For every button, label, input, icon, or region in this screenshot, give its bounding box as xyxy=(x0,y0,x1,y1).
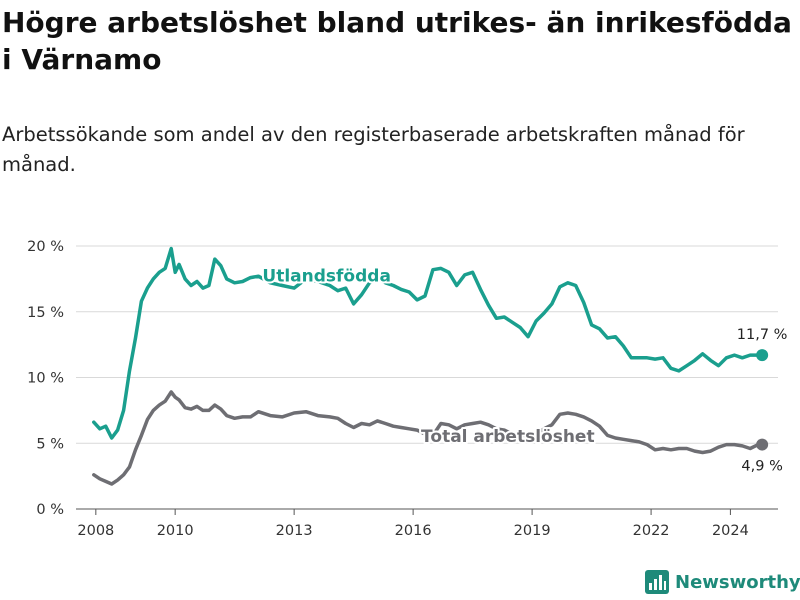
end-value-label: 11,7 % xyxy=(737,327,788,343)
grid-lines xyxy=(76,245,778,444)
series-name-label: Utlandsfödda xyxy=(262,267,391,287)
y-tick-label: 15 % xyxy=(27,305,64,321)
x-tick-label: 2016 xyxy=(395,523,432,539)
end-value-label: 4,9 % xyxy=(741,459,782,475)
x-tick-label: 2024 xyxy=(712,523,749,539)
newsworthy-brand: Newsworthy xyxy=(645,570,800,594)
y-tick-label: 5 % xyxy=(36,436,64,452)
x-tick-label: 2008 xyxy=(77,523,114,539)
series-line xyxy=(92,390,764,486)
x-tick-label: 2013 xyxy=(276,523,313,539)
x-tick-label: 2022 xyxy=(633,523,670,539)
chart-subtitle: Arbetssökande som andel av den registerb… xyxy=(2,123,745,176)
end-point-marker xyxy=(756,349,769,362)
x-tick-label: 2019 xyxy=(514,523,551,539)
series-name-label: Total arbetslöshet xyxy=(421,427,595,447)
end-point-marker xyxy=(756,438,769,451)
series-lines xyxy=(92,246,769,486)
bar-chart-logo-icon xyxy=(645,570,669,594)
series-line xyxy=(92,246,764,440)
y-tick-label: 0 % xyxy=(36,502,64,518)
series-labels: 11,7 % Utlandsfödda 4,9 % Total arbetslöshe… xyxy=(260,265,788,475)
chart-title: Högre arbetslöshet bland utrikes- än inr… xyxy=(2,6,792,76)
x-tick-label: 2010 xyxy=(157,523,194,539)
axes: 0 % 5 % 10 % 15 % 20 % 2008 2010 2013 2016 2019 20… xyxy=(27,239,778,539)
brand-name: Newsworthy xyxy=(675,571,800,593)
y-tick-label: 20 % xyxy=(27,239,64,255)
y-tick-label: 10 % xyxy=(27,371,64,387)
